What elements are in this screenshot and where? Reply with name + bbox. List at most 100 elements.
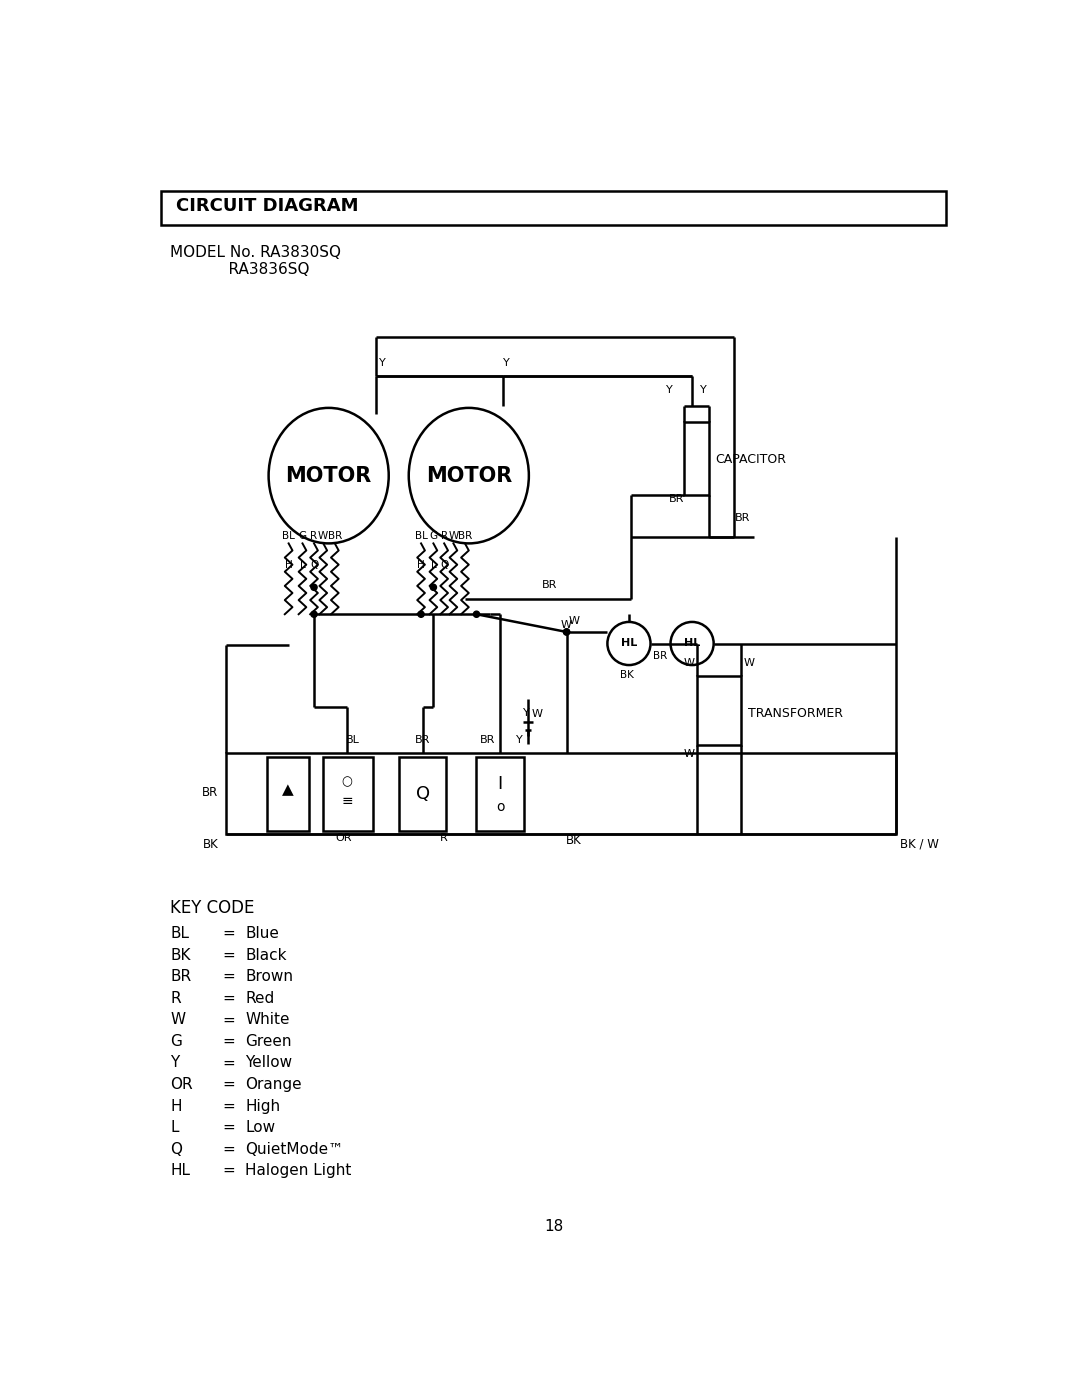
Text: =: = (222, 1056, 235, 1070)
Text: Y: Y (516, 735, 523, 745)
Bar (323, 757, 373, 831)
Ellipse shape (408, 408, 529, 543)
Text: =: = (222, 926, 235, 942)
Text: RA3836SQ: RA3836SQ (170, 261, 310, 277)
Text: R: R (441, 833, 448, 842)
Text: =: = (222, 1120, 235, 1136)
Text: R: R (310, 531, 318, 541)
Text: H: H (285, 560, 293, 570)
Ellipse shape (269, 408, 389, 543)
Text: ○: ○ (341, 775, 352, 788)
Text: G: G (170, 1034, 181, 1049)
Text: BR: BR (653, 651, 667, 661)
Text: W: W (562, 620, 572, 630)
Text: Q: Q (170, 1141, 183, 1157)
Text: W: W (448, 531, 459, 541)
Text: BR: BR (542, 580, 557, 590)
Text: =: = (222, 990, 235, 1006)
Text: W: W (684, 658, 694, 668)
Bar (161, 191, 946, 225)
Text: BR: BR (458, 531, 472, 541)
Text: QuietMode™: QuietMode™ (245, 1141, 343, 1157)
Text: BK / W: BK / W (900, 838, 939, 851)
Text: G: G (298, 531, 307, 541)
Text: BR: BR (415, 735, 430, 745)
Text: W: W (569, 616, 580, 626)
Text: BR: BR (734, 513, 750, 522)
Text: =: = (222, 970, 235, 985)
Text: BK: BK (620, 669, 634, 680)
Text: W: W (532, 710, 543, 719)
Text: Yellow: Yellow (245, 1056, 293, 1070)
Bar (685, 422, 710, 495)
Text: BL: BL (282, 531, 295, 541)
Text: W: W (744, 658, 755, 668)
Text: MOTOR: MOTOR (285, 465, 372, 486)
Text: BK: BK (203, 838, 218, 851)
Text: 18: 18 (544, 1218, 563, 1234)
Circle shape (564, 629, 569, 636)
Text: o: o (496, 799, 504, 813)
Text: Blue: Blue (245, 926, 280, 942)
Text: H: H (417, 560, 424, 570)
Text: White: White (245, 1013, 291, 1027)
Text: OR: OR (170, 1077, 192, 1092)
Circle shape (311, 584, 318, 591)
Circle shape (430, 584, 436, 591)
Text: MODEL No. RA3830SQ: MODEL No. RA3830SQ (170, 244, 341, 260)
Text: HL: HL (621, 638, 637, 648)
Text: Low: Low (245, 1120, 275, 1136)
Text: =: = (222, 1034, 235, 1049)
Text: ▲: ▲ (282, 782, 294, 798)
Text: BL: BL (347, 735, 361, 745)
Text: BR: BR (481, 735, 496, 745)
Bar (476, 757, 524, 831)
Text: Q: Q (416, 785, 430, 803)
Text: ≡: ≡ (341, 795, 353, 809)
Text: MOTOR: MOTOR (426, 465, 512, 486)
Text: L: L (299, 560, 306, 570)
Text: CAPACITOR: CAPACITOR (715, 453, 786, 467)
Bar (226, 753, 896, 834)
Text: TRANSFORMER: TRANSFORMER (747, 707, 842, 719)
Text: W: W (319, 531, 328, 541)
Text: OR: OR (336, 833, 352, 842)
Text: Halogen Light: Halogen Light (245, 1164, 352, 1178)
Text: Y: Y (700, 384, 706, 395)
Circle shape (473, 610, 480, 617)
Text: BR: BR (170, 970, 191, 985)
Bar (400, 757, 446, 831)
Text: Y: Y (503, 358, 510, 367)
Text: HL: HL (684, 638, 700, 648)
Text: BR: BR (202, 787, 218, 799)
Text: Q: Q (310, 560, 319, 570)
Text: Y: Y (379, 358, 386, 367)
Text: KEY CODE: KEY CODE (170, 900, 255, 918)
Circle shape (418, 610, 424, 617)
Text: =: = (222, 1164, 235, 1178)
Text: =: = (222, 1141, 235, 1157)
Text: H: H (170, 1098, 181, 1113)
Text: Green: Green (245, 1034, 292, 1049)
Text: =: = (222, 1098, 235, 1113)
Ellipse shape (607, 622, 650, 665)
Text: High: High (245, 1098, 281, 1113)
Text: Red: Red (245, 990, 274, 1006)
Text: R: R (441, 531, 448, 541)
Circle shape (311, 610, 318, 617)
Text: Q: Q (440, 560, 448, 570)
Text: Y: Y (666, 384, 673, 395)
Text: W: W (684, 749, 694, 759)
Text: L: L (431, 560, 436, 570)
Text: Y: Y (523, 708, 530, 718)
Text: =: = (222, 947, 235, 963)
Text: BK: BK (170, 947, 190, 963)
Text: Brown: Brown (245, 970, 294, 985)
Text: L: L (170, 1120, 178, 1136)
Text: BR: BR (327, 531, 342, 541)
Text: BL: BL (170, 926, 189, 942)
Text: HL: HL (170, 1164, 190, 1178)
Ellipse shape (671, 622, 714, 665)
Text: W: W (170, 1013, 185, 1027)
Text: Y: Y (170, 1056, 179, 1070)
